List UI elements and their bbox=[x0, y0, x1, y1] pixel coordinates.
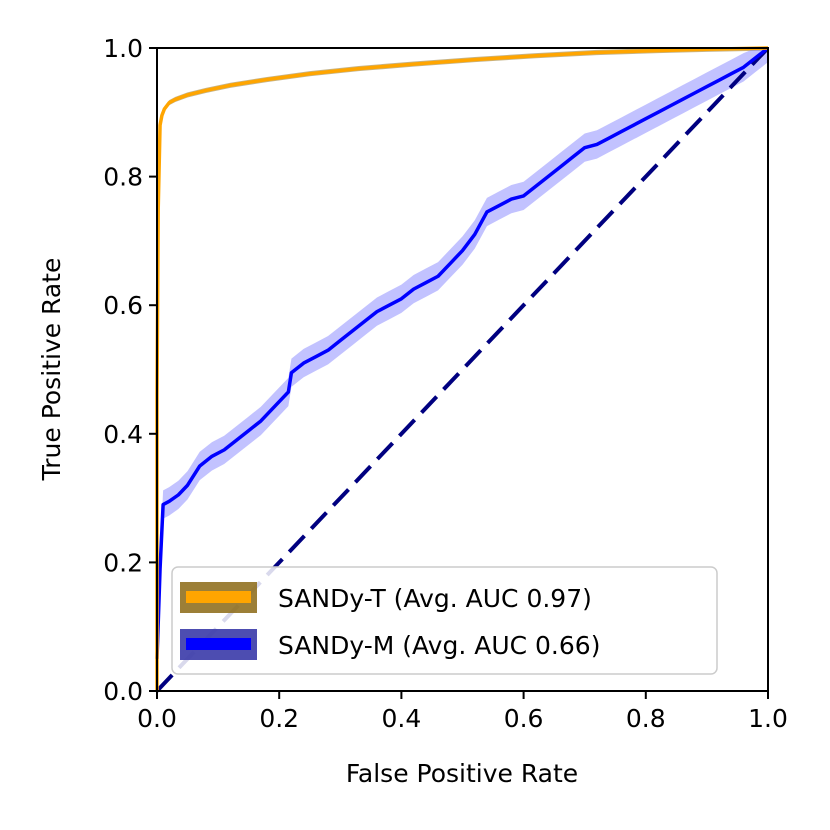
x-tick-label: 0.2 bbox=[259, 704, 299, 733]
line-sandy-t bbox=[155, 46, 769, 691]
axis-ticks: 0.0 0.2 0.4 0.6 0.8 1.0 0.0 0.2 0.4 0.6 0.8 1.0 bbox=[103, 34, 788, 733]
x-tick-label: 0.4 bbox=[382, 704, 422, 733]
legend-label-sandy-t: SANDy-T (Avg. AUC 0.97) bbox=[278, 584, 592, 613]
legend: SANDy-T (Avg. AUC 0.97) SANDy-M (Avg. AU… bbox=[171, 566, 718, 675]
x-tick-label: 0.0 bbox=[137, 704, 177, 733]
y-tick-label: 0.4 bbox=[103, 420, 143, 449]
y-tick-label: 1.0 bbox=[103, 34, 143, 63]
y-tick-label: 0.2 bbox=[103, 548, 143, 577]
y-tick-label: 0.8 bbox=[103, 163, 143, 192]
x-tick-label: 0.8 bbox=[626, 704, 666, 733]
y-axis-title: True Positive Rate bbox=[37, 258, 66, 482]
line-sandy-m bbox=[155, 46, 770, 659]
legend-swatch-line-sandy-t bbox=[186, 591, 251, 603]
y-tick-label: 0.0 bbox=[103, 677, 143, 706]
legend-box bbox=[171, 566, 718, 675]
plot-frame bbox=[156, 47, 769, 692]
x-tick-label: 0.6 bbox=[504, 704, 544, 733]
legend-label-sandy-m: SANDy-M (Avg. AUC 0.66) bbox=[278, 631, 600, 660]
legend-swatch-line-sandy-m bbox=[186, 638, 251, 650]
x-axis-title: False Positive Rate bbox=[346, 759, 578, 788]
x-tick-label: 1.0 bbox=[748, 704, 788, 733]
y-tick-label: 0.6 bbox=[103, 291, 143, 320]
